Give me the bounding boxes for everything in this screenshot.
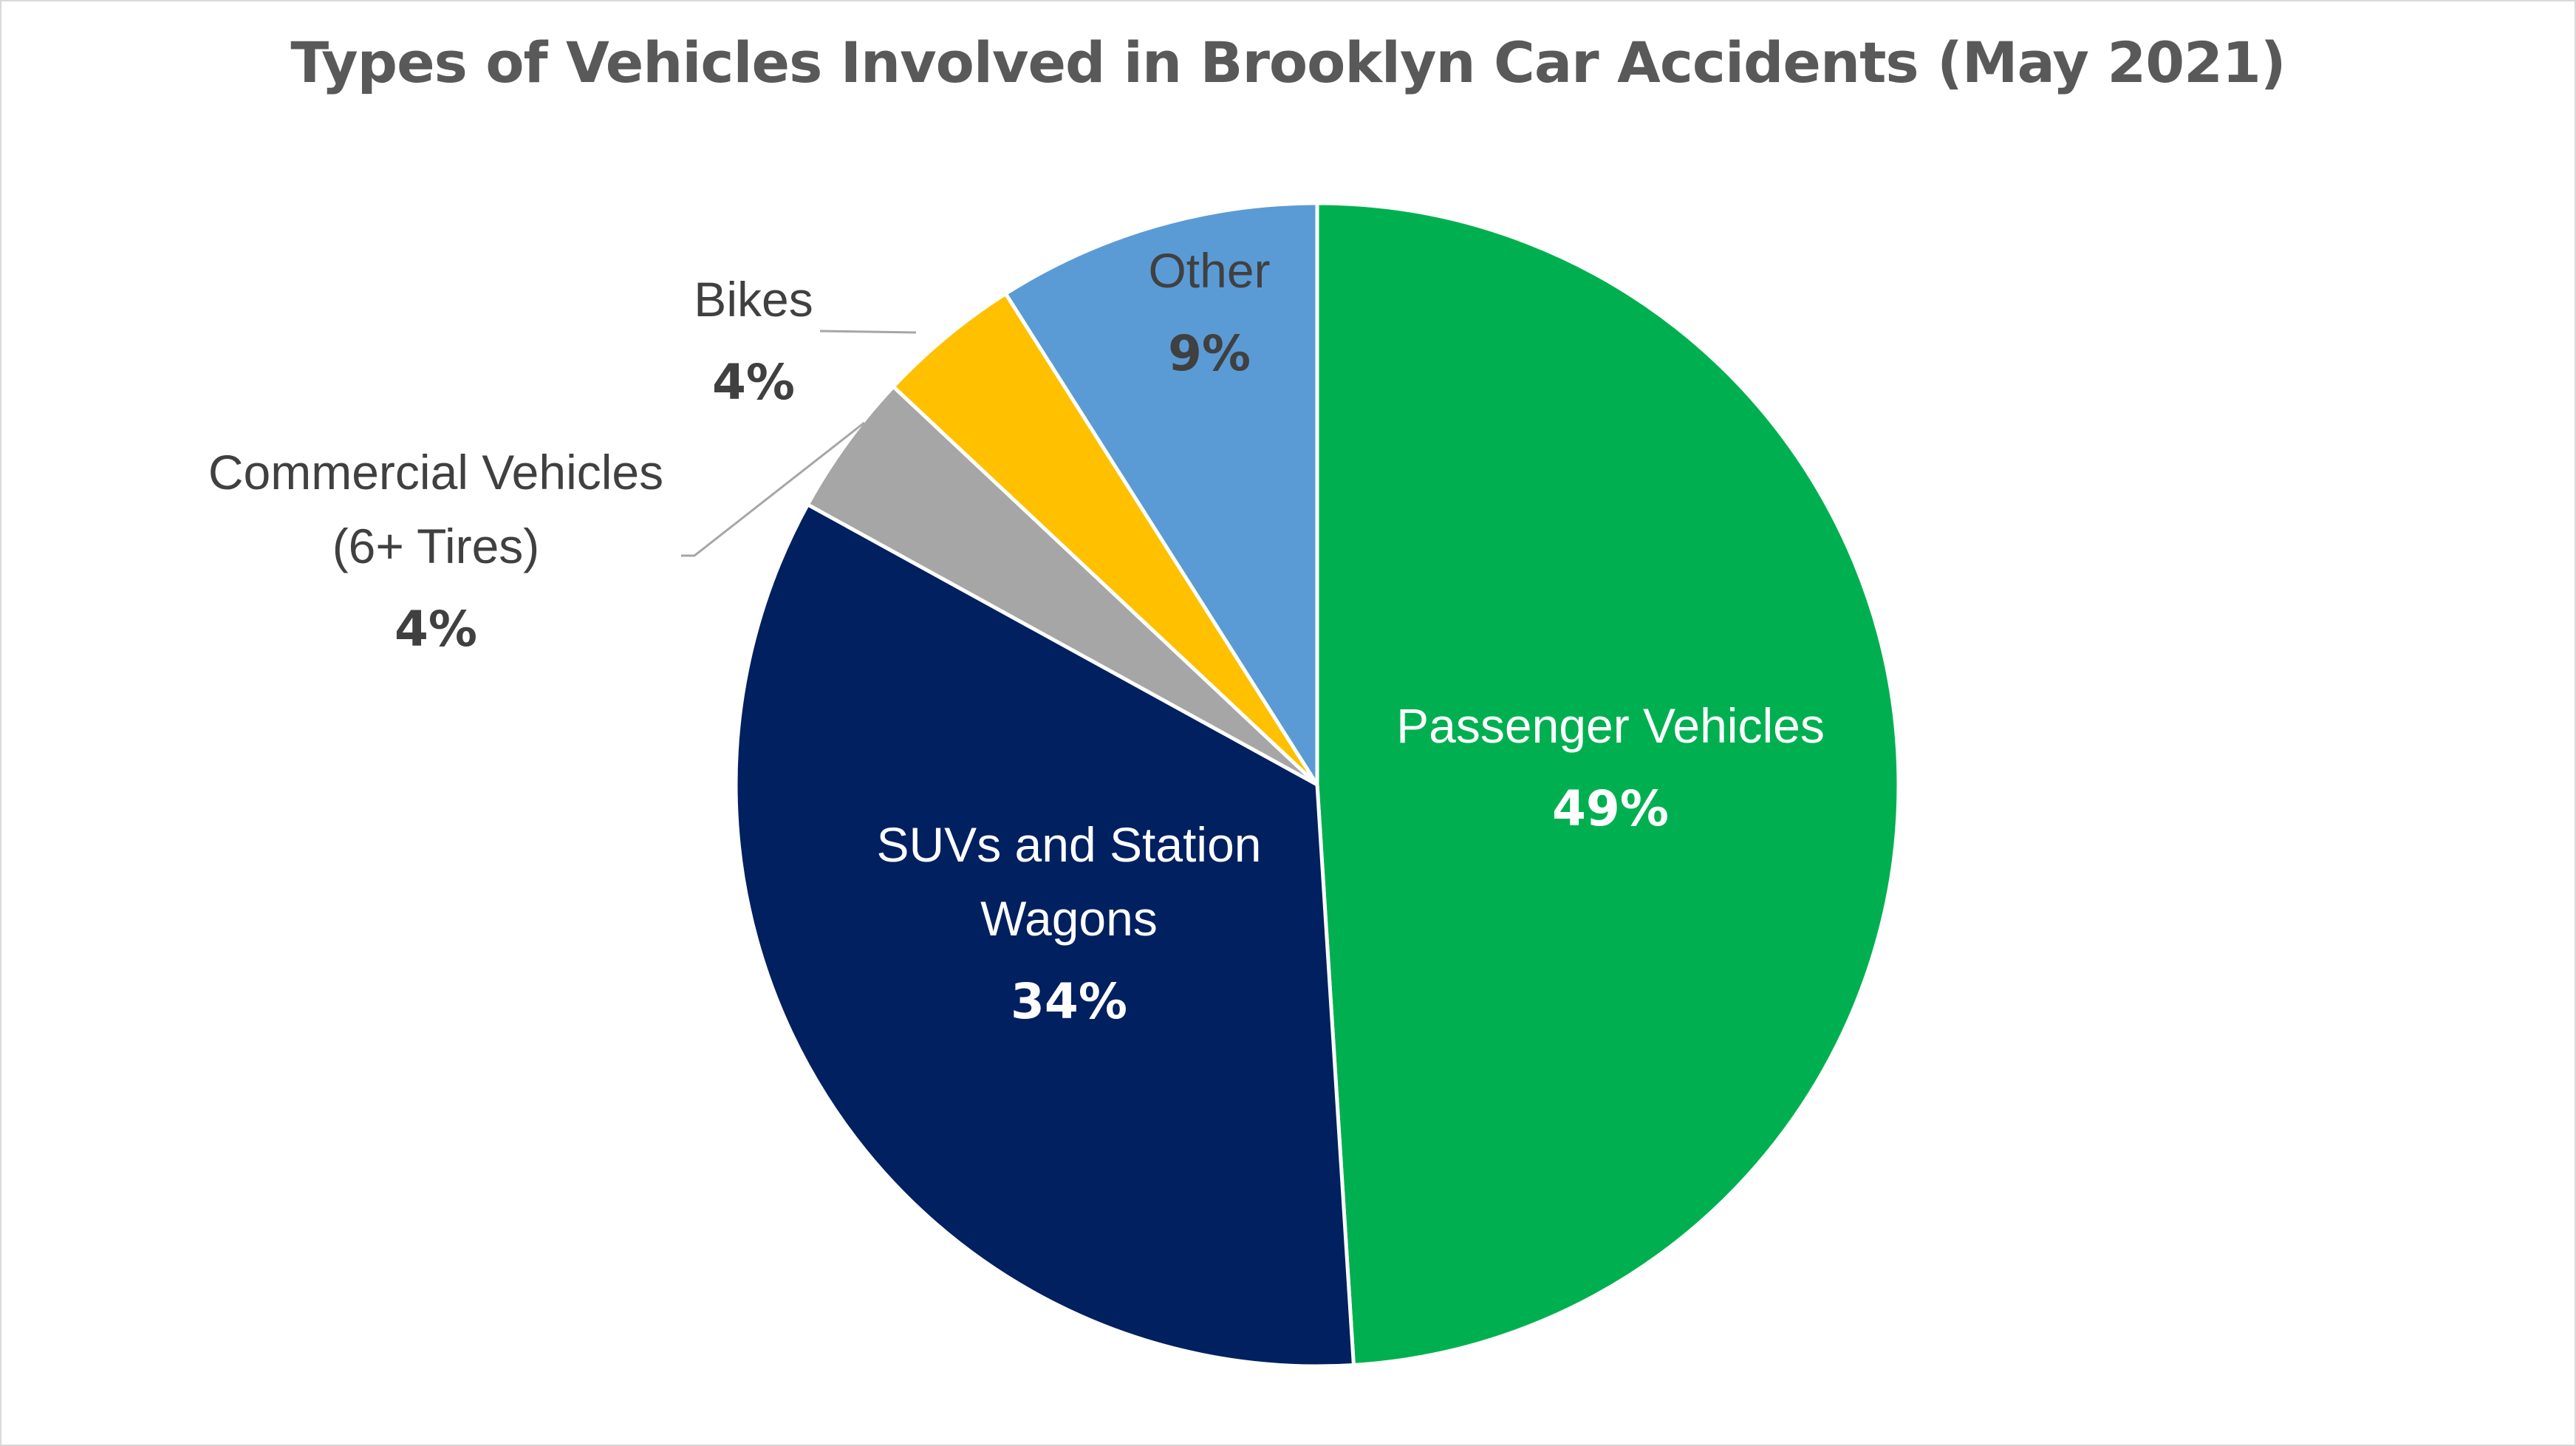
slice-name-suvs-and-station-wagons-line-1: SUVs and Station bbox=[877, 817, 1262, 872]
slice-label-commercial-vehicles-6-tires: Commercial Vehicles (6+ Tires) 4% bbox=[208, 445, 663, 658]
slice-labels: Passenger Vehicles 49% SUVs and Station Wag… bbox=[208, 243, 1825, 1030]
slice-name-passenger-vehicles: Passenger Vehicles bbox=[1396, 698, 1825, 753]
slice-value-passenger-vehicles: 49% bbox=[1552, 780, 1669, 837]
leader-line-commercial-vehicles-6-tires bbox=[681, 421, 865, 557]
slice-name-other: Other bbox=[1148, 243, 1270, 298]
slice-label-bikes: Bikes 4% bbox=[694, 272, 813, 411]
slice-label-other: Other 9% bbox=[1148, 243, 1270, 382]
pie-slice-bikes bbox=[890, 291, 1319, 786]
slice-value-commercial-vehicles-6-tires: 4% bbox=[394, 601, 477, 658]
chart-title: Types of Vehicles Involved in Brooklyn C… bbox=[290, 30, 2286, 95]
pie-slice-other bbox=[1002, 201, 1319, 791]
slice-name-commercial-vehicles-6-tires-line-1: Commercial Vehicles bbox=[208, 445, 663, 499]
pie-slice-passenger-vehicles bbox=[1315, 201, 1901, 1368]
pie-slices bbox=[734, 201, 1901, 1368]
slice-name-bikes: Bikes bbox=[694, 272, 813, 327]
slice-label-passenger-vehicles: Passenger Vehicles 49% bbox=[1396, 698, 1825, 837]
leader-lines bbox=[681, 330, 917, 557]
pie-slice-commercial-vehicles-6-tires bbox=[804, 383, 1319, 787]
slice-value-bikes: 4% bbox=[712, 354, 795, 411]
slice-value-suvs-and-station-wagons: 34% bbox=[1011, 973, 1127, 1030]
slice-value-other: 9% bbox=[1168, 325, 1251, 382]
slice-name-commercial-vehicles-6-tires-line-2: (6+ Tires) bbox=[332, 519, 540, 573]
slice-name-suvs-and-station-wagons-line-2: Wagons bbox=[980, 891, 1158, 946]
slice-label-suvs-and-station-wagons: SUVs and Station Wagons 34% bbox=[877, 817, 1262, 1030]
leader-line-bikes bbox=[819, 330, 917, 334]
